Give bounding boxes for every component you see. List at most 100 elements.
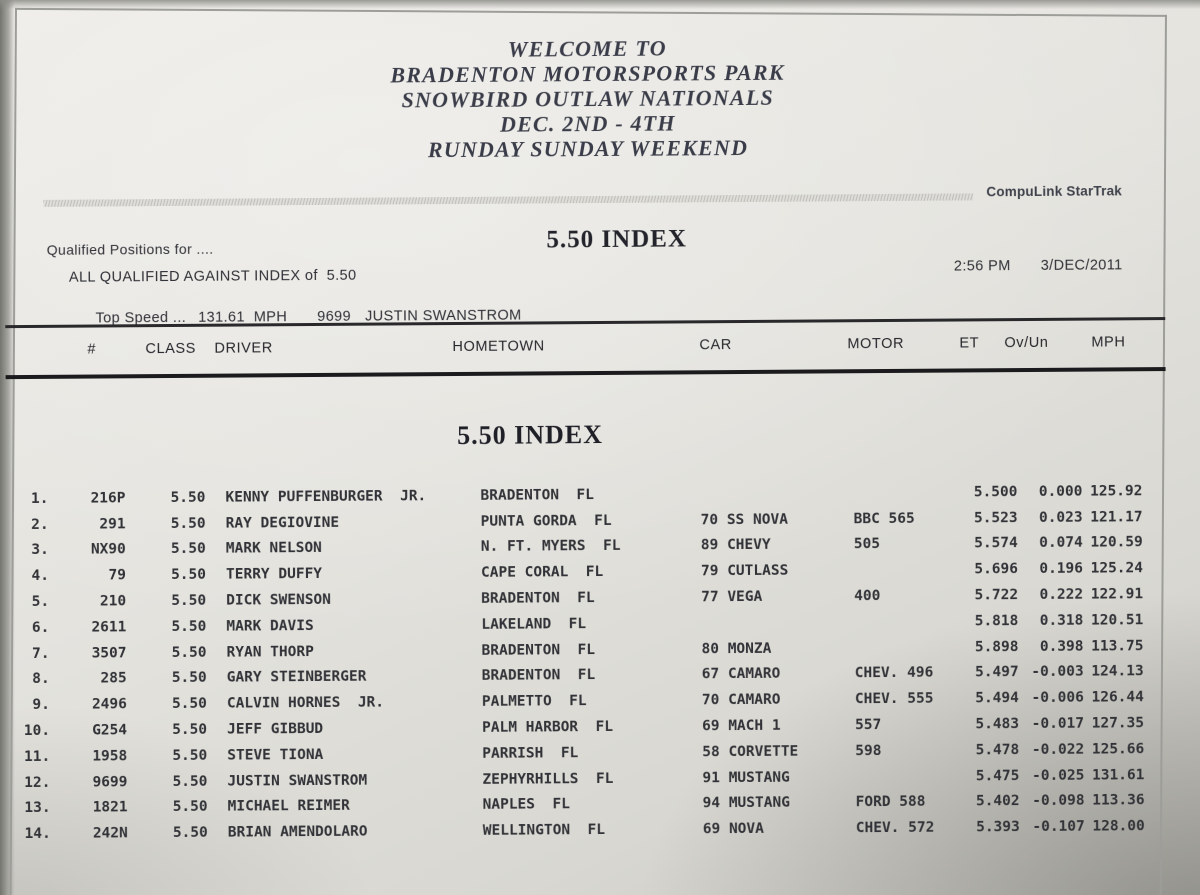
cell-class: 5.50 (171, 567, 207, 584)
column-header: Ov/Un (1004, 334, 1049, 352)
cell-hometown: PARRISH FL (482, 745, 579, 762)
cell-hometown: BRADENTON FL (481, 667, 596, 685)
cell-rank: 10. (23, 722, 51, 740)
cell-rank: 5. (31, 593, 50, 611)
cell-rank: 7. (32, 645, 50, 662)
column-header: HOMETOWN (452, 338, 545, 356)
cell-mph: 125.92 (1089, 483, 1143, 500)
cell-car-number: 2496 (91, 696, 127, 713)
cell-driver: GARY STEINBERGER (226, 669, 367, 687)
column-header: DRIVER (214, 340, 273, 357)
cell-driver: CALVIN HORNES JR. (226, 694, 385, 712)
qualified-positions-label: Qualified Positions for .... (46, 240, 214, 258)
cell-driver: JUSTIN SWANSTROM (227, 772, 368, 790)
cell-motor: CHEV. 572 (855, 819, 935, 837)
cell-mph: 120.59 (1090, 534, 1143, 552)
cell-motor: CHEV. 496 (854, 665, 934, 682)
print-timestamp: 2:56 PM 3/DEC/2011 (954, 257, 1123, 274)
cell-motor: 598 (855, 742, 882, 760)
cell-car: 70 SS NOVA (700, 511, 788, 528)
cell-class: 5.50 (171, 670, 207, 687)
cell-et: 5.402 (975, 793, 1020, 810)
cell-driver: JEFF GIBBUD (227, 721, 324, 738)
cell-mph: 124.13 (1091, 663, 1144, 681)
cell-car: 58 CORVETTE (702, 743, 799, 761)
cell-driver: MARK NELSON (225, 540, 322, 558)
cell-rank: 8. (32, 671, 50, 688)
cell-car: 91 MUSTANG (702, 769, 790, 786)
cell-class: 5.50 (172, 824, 208, 842)
column-header: CLASS (145, 340, 197, 358)
cell-class: 5.50 (172, 799, 208, 816)
cell-hometown: BRADENTON FL (480, 486, 595, 504)
cell-class: 5.50 (170, 541, 206, 558)
cell-hometown: PALMETTO FL (481, 693, 587, 711)
cell-car-number: 2611 (91, 619, 127, 636)
cell-mph: 120.51 (1090, 612, 1144, 629)
cell-rank: 3. (31, 542, 49, 559)
cell-et: 5.898 (974, 638, 1019, 656)
cell-hometown: BRADENTON FL (481, 641, 596, 659)
cell-class: 5.50 (172, 747, 208, 764)
cell-car: 69 NOVA (702, 821, 764, 838)
cell-et: 5.494 (975, 690, 1019, 707)
cell-car-number: 79 (108, 567, 127, 584)
cell-rank: 13. (24, 800, 51, 817)
cell-ovun: -0.017 (1031, 715, 1085, 733)
cell-hometown: N. FT. MYERS FL (480, 538, 621, 556)
cell-hometown: CAPE CORAL FL (480, 564, 604, 582)
cell-car-number: 1821 (92, 799, 128, 817)
cell-motor: 400 (854, 588, 881, 605)
cell-class: 5.50 (172, 721, 208, 739)
cell-ovun: 0.398 (1039, 638, 1084, 655)
cell-ovun: 0.222 (1039, 586, 1084, 604)
cell-car: 94 MUSTANG (702, 795, 790, 812)
cell-mph: 125.66 (1091, 741, 1145, 758)
cell-rank: 4. (31, 568, 50, 585)
cell-driver: TERRY DUFFY (225, 566, 323, 583)
cell-ovun: -0.107 (1032, 818, 1085, 836)
all-qualified-line: ALL QUALIFIED AGAINST INDEX of 5.50 (68, 267, 357, 286)
results-section-title: 5.50 INDEX (457, 419, 604, 450)
cell-car: 67 CAMARO (701, 666, 781, 683)
column-header: CAR (699, 337, 732, 354)
cell-driver: RAY DEGIOVINE (225, 514, 340, 532)
cell-motor: FORD 588 (855, 794, 926, 811)
cell-et: 5.475 (975, 767, 1020, 785)
cell-et: 5.523 (973, 509, 1018, 527)
cell-car-number: G254 (92, 722, 128, 739)
cell-driver: DICK SWENSON (226, 591, 332, 609)
cell-mph: 121.17 (1090, 508, 1143, 526)
cell-mph: 126.44 (1091, 689, 1144, 706)
event-masthead: WELCOME TO BRADENTON MOTORSPORTS PARK SN… (0, 32, 1178, 165)
cell-car (700, 493, 853, 494)
cell-car-number: 9699 (92, 773, 128, 791)
cell-et: 5.393 (976, 819, 1020, 836)
cell-rank: 1. (30, 490, 49, 507)
cell-class: 5.50 (171, 592, 207, 610)
cell-motor (855, 647, 957, 648)
header-bottom-rule (5, 367, 1166, 380)
cell-driver: KENNY PUFFENBURGER JR. (225, 488, 427, 506)
cell-ovun: 0.000 (1038, 483, 1083, 500)
column-header: MPH (1091, 334, 1126, 351)
cell-class: 5.50 (171, 618, 207, 635)
cell-car: 77 VEGA (701, 588, 763, 606)
cell-ovun: 0.196 (1039, 560, 1084, 578)
cell-car: 89 CHEVY (700, 537, 771, 554)
cell-mph: 128.00 (1092, 818, 1145, 835)
cell-car: 70 CAMARO (701, 692, 781, 709)
cell-car-number: 210 (99, 593, 127, 610)
cell-mph: 122.91 (1090, 586, 1144, 603)
cell-motor: BBC 565 (853, 510, 915, 527)
top-speed-line: Top Speed ... 131.61 MPH 9699 JUSTIN SWANST… (69, 292, 522, 343)
column-header: MOTOR (847, 335, 905, 353)
cell-hometown: PUNTA GORDA FL (480, 512, 612, 530)
cell-motor: 505 (853, 536, 881, 553)
cell-class: 5.50 (171, 696, 207, 713)
cell-rank: 14. (24, 826, 51, 843)
cell-motor (854, 621, 956, 622)
cell-et: 5.500 (973, 483, 1018, 501)
cell-mph: 127.35 (1091, 715, 1145, 732)
